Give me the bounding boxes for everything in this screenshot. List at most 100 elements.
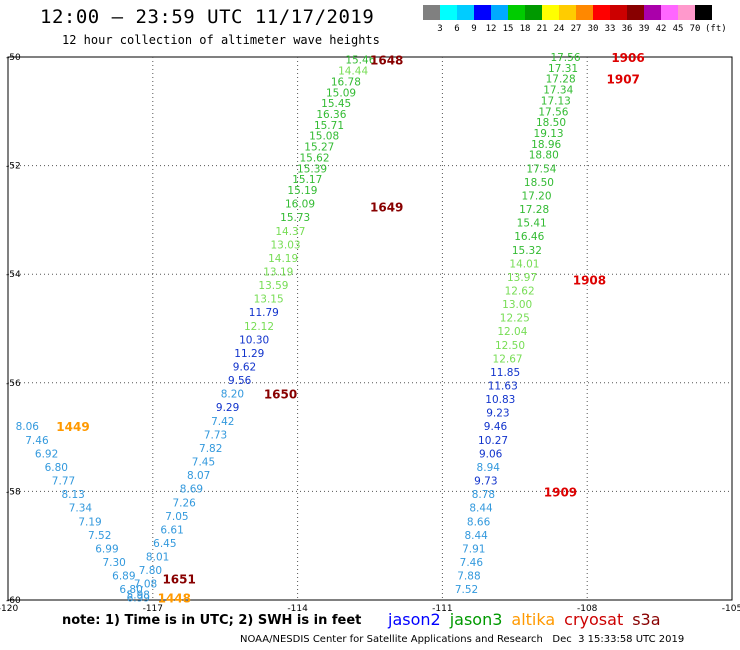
lon-tick-label: -111 — [432, 604, 452, 614]
colorbar-label: 30 — [587, 24, 599, 34]
wave-height-label: 16.09 — [285, 199, 315, 211]
wave-height-label: 8.13 — [61, 489, 84, 501]
wave-height-label: 14.44 — [338, 66, 368, 78]
wave-height-label: 9.46 — [484, 421, 508, 433]
wave-height-label: 7.08 — [134, 579, 157, 591]
map-frame — [7, 56, 733, 601]
wave-height-label: 18.80 — [529, 150, 559, 162]
wave-height-label: 6.92 — [35, 448, 58, 460]
wave-height-label: 14.37 — [275, 226, 305, 238]
colorbar-swatch — [542, 5, 559, 20]
colorbar-swatch — [474, 5, 491, 20]
wave-height-label: 12.04 — [497, 326, 527, 338]
colorbar-label: 3 — [437, 24, 443, 34]
wave-height-label: 8.20 — [221, 389, 244, 401]
wave-height-label: 10.30 — [239, 334, 269, 346]
colorbar-label: 24 — [553, 24, 565, 34]
colorbar-label: 70 — [689, 24, 701, 34]
wave-height-label: 12.12 — [244, 321, 274, 333]
wave-height-label: 7.42 — [211, 416, 234, 428]
page-subtitle: 12 hour collection of altimeter wave hei… — [62, 33, 380, 47]
wave-height-label: 18.96 — [531, 139, 561, 151]
lat-tick-label: -54 — [6, 270, 21, 280]
colorbar-swatch — [559, 5, 576, 20]
wave-height-label: 17.31 — [548, 63, 578, 75]
wave-height-label: 15.09 — [326, 87, 356, 99]
wave-height-label: 7.80 — [139, 565, 162, 577]
colorbar-swatch — [610, 5, 627, 20]
wave-height-label: 9.29 — [216, 402, 239, 414]
colorbar-label: 15 — [502, 24, 514, 34]
wave-height-label: 7.52 — [88, 530, 111, 542]
wave-height-label: 13.00 — [502, 299, 532, 311]
wave-height-label: 15.39 — [297, 163, 327, 175]
colorbar-label: 9 — [471, 24, 477, 34]
colorbar-swatch — [423, 5, 440, 20]
wave-height-label: 12.25 — [500, 313, 530, 325]
wave-height-label: 7.46 — [460, 557, 484, 569]
wave-height-label: 11.85 — [490, 367, 520, 379]
wave-height-label: 8.01 — [146, 552, 169, 564]
colorbar-swatch — [661, 5, 678, 20]
wave-height-label: 15.08 — [309, 131, 339, 143]
wave-height-label: 7.34 — [69, 503, 93, 515]
colorbar-swatch — [440, 5, 457, 20]
lat-tick-label: -50 — [6, 53, 21, 63]
colorbar-label: 33 — [604, 24, 616, 34]
wave-height-label: 13.19 — [263, 266, 293, 278]
wave-height-label: 17.54 — [526, 163, 556, 175]
pass-time-label: 1909 — [544, 485, 577, 499]
wave-height-label: 6.99 — [127, 592, 150, 604]
pass-time-label: 1449 — [56, 420, 89, 434]
wave-height-label: 7.26 — [172, 497, 196, 509]
lon-tick-label: -114 — [287, 604, 308, 614]
lon-tick-label: -117 — [143, 604, 163, 614]
colorbar-swatch — [678, 5, 695, 20]
colorbar-swatch — [508, 5, 525, 20]
wave-height-label: 5.98 — [127, 590, 150, 602]
wave-height-label: 15.73 — [280, 212, 310, 224]
pass-time-label: 1906 — [611, 51, 644, 65]
colorbar-unit: (ft) — [705, 24, 727, 34]
wave-height-label: 9.06 — [479, 448, 503, 460]
wave-height-label: 17.28 — [519, 204, 549, 216]
wave-height-label: 8.44 — [469, 503, 493, 515]
legend-item-cryosat: cryosat — [564, 610, 624, 629]
wave-height-label: 7.52 — [455, 584, 478, 596]
wave-height-label: 7.05 — [165, 511, 188, 523]
wave-height-label: 17.34 — [543, 85, 573, 97]
legend-item-jason2: jason2 — [388, 610, 441, 629]
wave-height-label: 17.20 — [521, 190, 551, 202]
wave-height-label: 15.27 — [304, 142, 334, 154]
lon-tick-label: -120 — [0, 604, 18, 614]
pass-time-label: 1651 — [162, 572, 195, 586]
pass-time-label: 1448 — [158, 591, 191, 605]
wave-height-label: 14.01 — [509, 258, 539, 270]
wave-height-label: 7.82 — [199, 443, 222, 455]
page-title: 12:00 – 23:59 UTC 11/17/2019 — [40, 6, 375, 28]
wave-height-label: 7.46 — [25, 435, 49, 447]
wave-height-label: 17.56 — [550, 52, 580, 64]
wave-height-label: 12.50 — [495, 340, 525, 352]
wave-height-label: 6.80 — [119, 584, 142, 596]
pass-time-label: 1650 — [264, 388, 297, 402]
lat-tick-label: -58 — [6, 487, 21, 497]
legend-item-jason3: jason3 — [449, 610, 503, 629]
pass-time-label: 1907 — [607, 73, 640, 87]
lat-tick-label: -60 — [6, 596, 21, 606]
wave-height-label: 8.69 — [180, 484, 203, 496]
wave-height-label: 10.83 — [485, 394, 515, 406]
wave-height-label: 8.07 — [187, 470, 210, 482]
wave-height-label: 19.13 — [534, 128, 564, 140]
wave-height-label: 13.97 — [507, 272, 537, 284]
wave-height-label: 18.50 — [524, 177, 554, 189]
wave-height-label: 9.62 — [233, 362, 256, 374]
pass-time-label: 1908 — [573, 274, 606, 288]
colorbar-swatch — [525, 5, 542, 20]
wave-height-label: 10.27 — [478, 435, 508, 447]
wave-height-label: 9.56 — [228, 375, 252, 387]
wave-height-label: 11.63 — [488, 381, 518, 393]
wave-height-label: 6.89 — [112, 571, 135, 583]
wave-height-label: 16.46 — [514, 231, 544, 243]
